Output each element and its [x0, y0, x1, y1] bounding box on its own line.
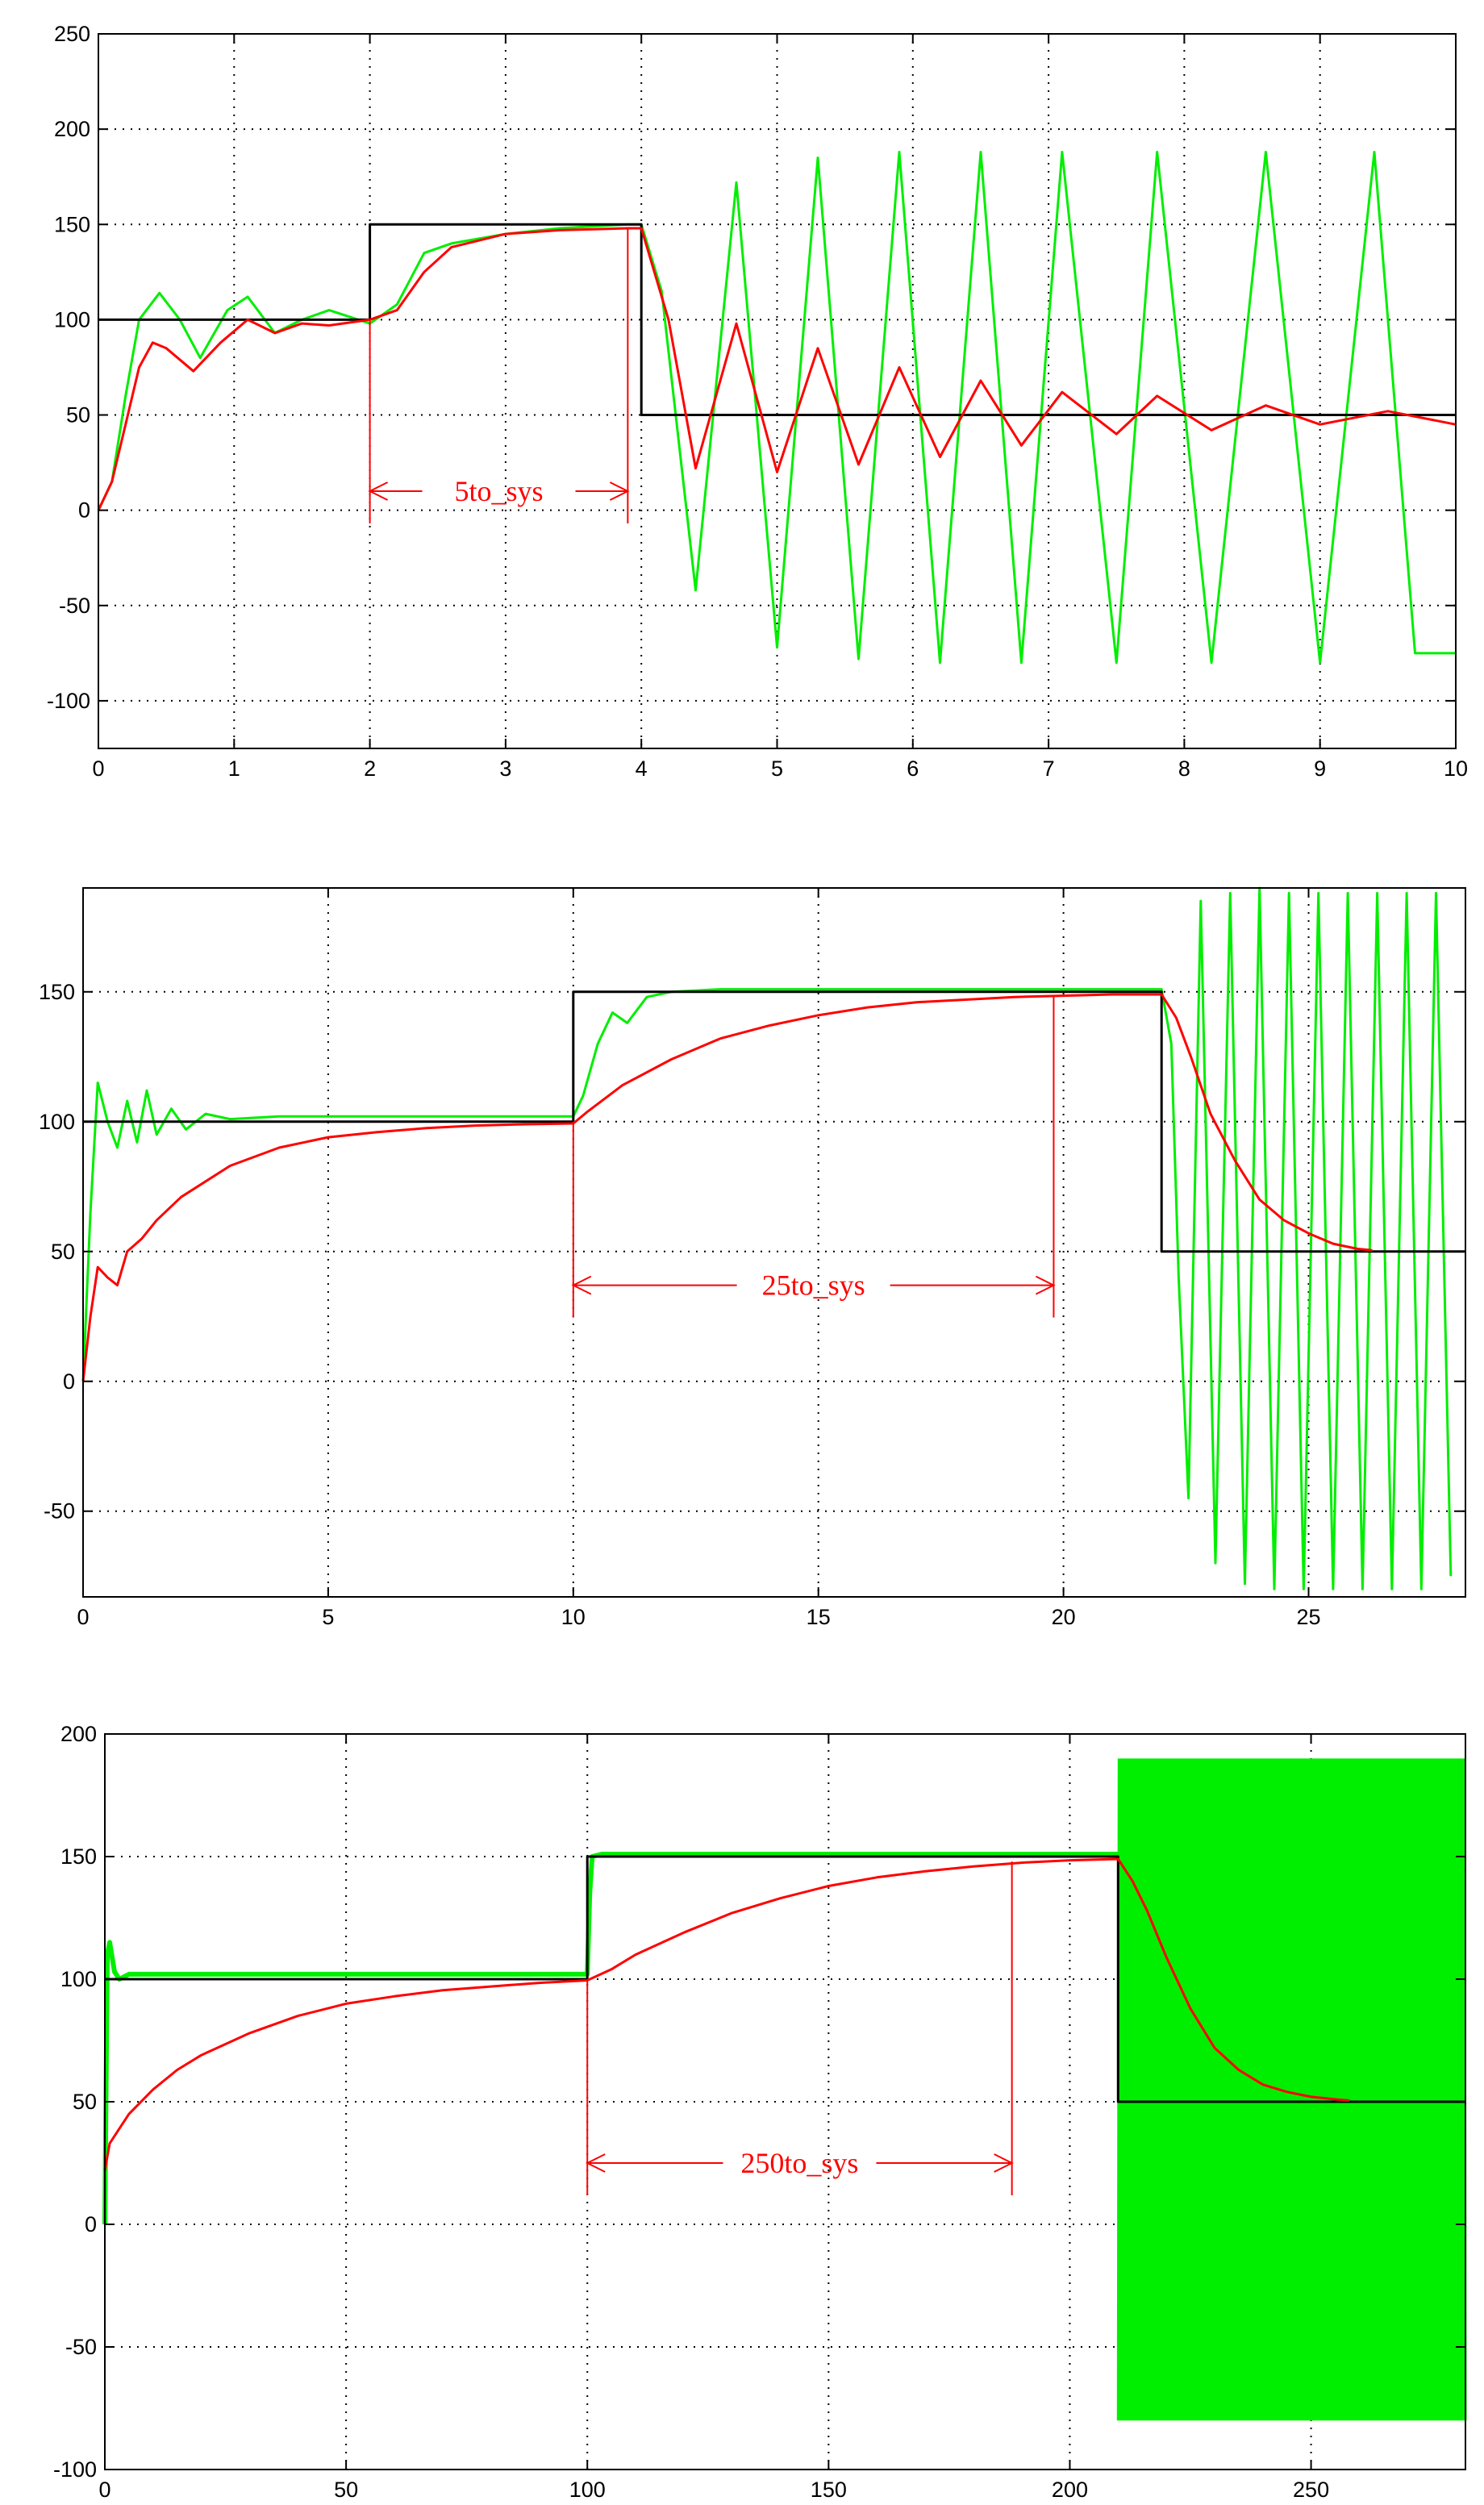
series-green-oscillation	[1116, 1758, 1467, 2421]
series-reference-line	[105, 1855, 1465, 2103]
y-tick-label: -100	[53, 2457, 97, 2482]
annotation-arrowhead-right	[1036, 1275, 1056, 1295]
x-tick-label: 0	[98, 2478, 110, 2501]
y-tick-label: 50	[73, 2090, 97, 2114]
x-tick-label: 5	[771, 757, 783, 781]
series-red-line	[97, 227, 1457, 511]
x-tick-label: 0	[77, 1605, 89, 1629]
x-tick-label: 100	[569, 2478, 606, 2501]
x-tick-label: 10	[561, 1605, 586, 1629]
series-red-line	[103, 1857, 1350, 2171]
series-reference-line	[83, 990, 1465, 1253]
x-tick-label: 3	[499, 757, 511, 781]
x-tick-label: 200	[1052, 2478, 1088, 2501]
annotation-label: 5to_sys	[454, 475, 543, 507]
y-tick-label: 100	[39, 1110, 75, 1134]
y-tick-label: -50	[44, 1499, 75, 1523]
annotation-arrowhead-right	[994, 2153, 1014, 2173]
annotation-arrowhead-left	[585, 2153, 606, 2173]
annotation-arrowhead-left	[368, 481, 389, 501]
y-tick-label: 200	[60, 1722, 97, 1746]
x-tick-label: 4	[636, 757, 648, 781]
y-tick-label: 100	[54, 307, 90, 331]
x-tick-label: 15	[807, 1605, 831, 1629]
annotation-arrowhead-left	[571, 1275, 592, 1295]
x-tick-label: 250	[1293, 2478, 1329, 2501]
annotation-arrowhead-right	[609, 481, 630, 501]
x-tick-label: 50	[334, 2478, 358, 2501]
y-tick-label: 250	[54, 22, 90, 46]
plot-background	[83, 888, 1465, 1597]
x-tick-label: 6	[907, 757, 919, 781]
annotation-label: 250to_sys	[740, 2147, 858, 2179]
y-tick-label: 100	[60, 1967, 97, 1991]
x-tick-label: 150	[811, 2478, 847, 2501]
x-tick-label: 10	[1444, 757, 1468, 781]
y-tick-label: 50	[51, 1240, 75, 1264]
series-green-line	[102, 1852, 1119, 2225]
y-tick-label: 0	[78, 498, 90, 523]
x-tick-label: 20	[1052, 1605, 1076, 1629]
y-tick-label: 150	[54, 212, 90, 236]
series-reference-line	[98, 223, 1456, 416]
y-tick-label: 150	[60, 1844, 97, 1869]
chart-2: 25to_sys 0 5 10 15 20 25 -50 0 50 100 150	[39, 886, 1466, 1629]
plot-frame	[82, 887, 1466, 1598]
x-tick-label: 8	[1178, 757, 1190, 781]
y-tick-label: -50	[65, 2335, 97, 2359]
x-tick-label: 7	[1043, 757, 1055, 781]
y-tick-label: 0	[63, 1369, 75, 1394]
y-tick-label: 200	[54, 117, 90, 141]
y-tick-label: 0	[85, 2212, 97, 2236]
y-tick-label: 150	[39, 980, 75, 1004]
x-tick-label: 0	[92, 757, 104, 781]
x-tick-label: 2	[364, 757, 376, 781]
chart-1: 5to_sys 0 1 2 3 4 5 6 7 8 9 10 -100 -50 0 50 100 150 200 25…	[47, 22, 1468, 781]
chart-3: 250to_sys 0 50 100 150 200 250 -100 -50 0 50 100 150…	[53, 1722, 1467, 2502]
annotation-label: 25to_sys	[762, 1269, 865, 1302]
plot-background	[98, 34, 1456, 748]
x-tick-label: 25	[1296, 1605, 1320, 1629]
y-tick-label: -100	[47, 689, 90, 713]
y-tick-label: 50	[66, 403, 90, 427]
series-red-line	[81, 993, 1373, 1382]
y-tick-label: -50	[59, 594, 90, 618]
x-tick-label: 5	[322, 1605, 334, 1629]
x-tick-label: 9	[1314, 757, 1326, 781]
x-tick-label: 1	[228, 757, 240, 781]
series-green-line	[81, 886, 1453, 1590]
